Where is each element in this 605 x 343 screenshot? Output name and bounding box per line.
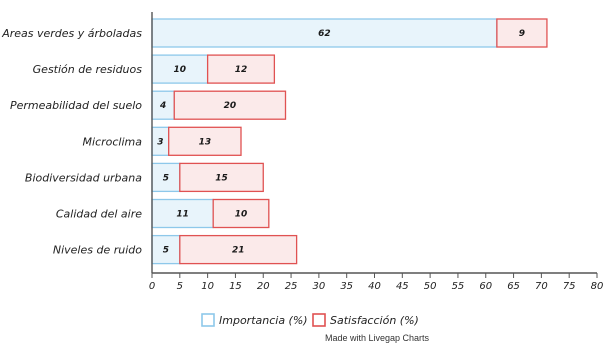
- bar-importancia-5: [151, 198, 214, 229]
- bar-satisfaccion-5: [212, 198, 270, 229]
- x-tick-label-11: 55: [452, 281, 465, 292]
- legend-satisfaccion-label: Satisfacción (%): [330, 314, 419, 327]
- x-tick-label-2: 10: [201, 281, 214, 292]
- category-label-0: Areas verdes y árboladas: [1, 27, 142, 40]
- x-tick-label-1: 5: [177, 281, 183, 292]
- value-label-importancia-1: 10: [174, 65, 187, 75]
- x-tick-label-9: 45: [396, 281, 409, 292]
- category-labels-layer: Areas verdes y árboladas Gestión de resid…: [1, 27, 142, 257]
- bar-satisfaccion-3: [168, 126, 242, 156]
- x-tick-label-4: 20: [257, 281, 270, 292]
- x-tick-label-14: 70: [535, 281, 548, 292]
- x-tick-label-8: 40: [368, 281, 381, 292]
- category-label-3: Microclima: [83, 135, 143, 148]
- value-label-satisfaccion-1: 12: [235, 65, 248, 75]
- x-tick-label-6: 30: [313, 281, 326, 292]
- bar-satisfaccion-2: [173, 90, 287, 120]
- x-tick-label-15: 75: [563, 281, 576, 292]
- credit-text: Made with Livegap Charts: [325, 333, 430, 343]
- value-label-satisfaccion-4: 15: [215, 173, 228, 183]
- value-label-satisfaccion-5: 10: [235, 210, 248, 220]
- bar-satisfaccion-1: [206, 54, 276, 84]
- category-label-2: Permeabilidad del suelo: [10, 99, 142, 112]
- value-label-satisfaccion-2: 20: [224, 101, 237, 111]
- value-label-importancia-6: 5: [163, 246, 169, 256]
- bars-layer: [151, 18, 548, 265]
- x-tick-label-13: 65: [507, 281, 520, 292]
- value-label-satisfaccion-0: 9: [519, 29, 525, 39]
- x-ticks-layer: 0 5 10 15 20 25 30 35 40 45 50 55 60 65 70 75 80: [149, 273, 604, 292]
- x-tick-label-12: 60: [479, 281, 492, 292]
- x-tick-label-16: 80: [591, 281, 604, 292]
- value-label-importancia-4: 5: [163, 173, 169, 183]
- bar-satisfaccion-0: [496, 18, 548, 48]
- category-label-1: Gestión de residuos: [33, 63, 143, 76]
- x-tick-label-10: 50: [424, 281, 437, 292]
- value-label-importancia-3: 3: [157, 137, 163, 147]
- bar-importancia-1: [151, 54, 209, 84]
- legend: Importancia (%) Satisfacción (%): [201, 313, 419, 327]
- x-tick-label-3: 15: [229, 281, 242, 292]
- x-tick-label-0: 0: [149, 281, 155, 292]
- value-label-importancia-5: 11: [176, 210, 189, 220]
- value-label-importancia-0: 62: [318, 29, 331, 39]
- bar-satisfaccion-6: [179, 234, 298, 265]
- bar-satisfaccion-4: [179, 162, 264, 193]
- value-label-satisfaccion-3: 13: [199, 137, 212, 147]
- category-label-4: Biodiversidad urbana: [25, 171, 142, 184]
- x-tick-label-5: 25: [285, 281, 298, 292]
- category-label-6: Niveles de ruido: [53, 244, 142, 257]
- legend-importancia-label: Importancia (%): [219, 314, 308, 327]
- value-label-satisfaccion-6: 21: [232, 246, 245, 256]
- bar-importancia-6: [151, 234, 181, 265]
- value-labels-layer: 62 9 10 12 4 20 3 13 5 15 11 10 5 21: [157, 29, 525, 256]
- legend-importancia-swatch: [201, 313, 215, 327]
- value-label-importancia-2: 4: [159, 101, 166, 111]
- x-tick-label-7: 35: [340, 281, 353, 292]
- legend-satisfaccion-swatch: [312, 313, 326, 327]
- category-label-5: Calidad del aire: [56, 208, 142, 221]
